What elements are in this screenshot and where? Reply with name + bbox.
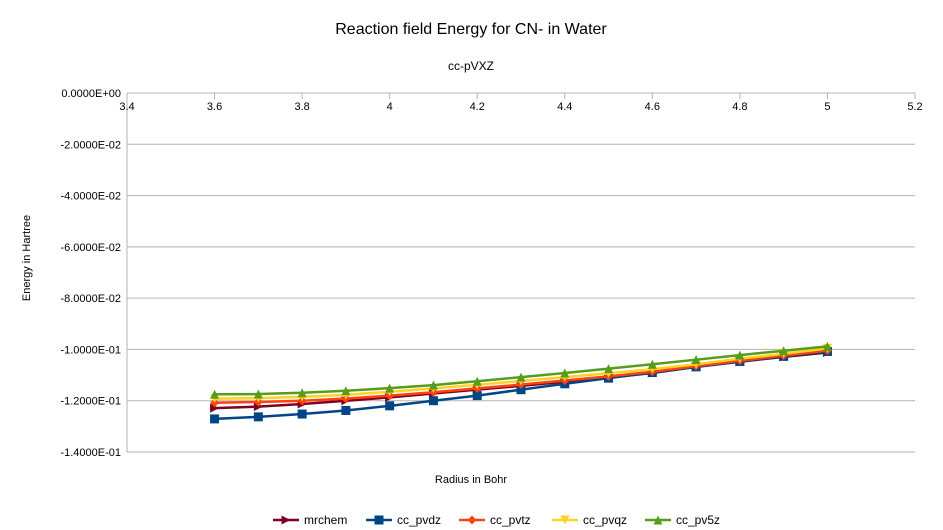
data-point (691, 355, 701, 365)
legend-label: cc_pvdz (397, 513, 441, 527)
y-tick-label: -1.2000E-01 (60, 396, 121, 408)
legend-item: mrchem (273, 513, 347, 527)
legend: mrchem cc_pvdz cc_pvtz cc_pvqz cc_pv5z (273, 513, 720, 527)
y-tick-label: -1.0000E-01 (60, 344, 121, 356)
x-tick-label: 3.4 (119, 101, 134, 113)
data-point (472, 391, 482, 401)
x-tick-label: 3.8 (294, 101, 309, 113)
plot-area (210, 341, 832, 424)
legend-item: cc_pvdz (366, 513, 441, 527)
legend-marker (281, 515, 291, 525)
y-tick-label: 0.0000E+00 (61, 88, 121, 100)
legend-label: cc_pv5z (676, 513, 720, 527)
data-point (297, 388, 307, 398)
y-tick-label: -2.0000E-02 (60, 139, 121, 151)
data-point (822, 341, 832, 351)
data-point (604, 364, 614, 374)
y-tick-label: -6.0000E-02 (60, 242, 121, 254)
y-tick-label: -8.0000E-02 (60, 293, 121, 305)
legend-item: cc_pvqz (552, 513, 627, 527)
legend-marker (467, 515, 477, 525)
data-point (516, 372, 526, 382)
x-tick-label: 3.6 (207, 101, 222, 113)
x-tick-label: 4.8 (732, 101, 747, 113)
data-point (472, 376, 482, 386)
legend-item: cc_pvtz (459, 513, 531, 527)
y-tick-label: -1.4000E-01 (60, 447, 121, 459)
data-point (297, 409, 307, 419)
data-point (428, 396, 438, 406)
data-point (341, 386, 351, 396)
legend-marker (653, 515, 663, 525)
series-cc_pv5z (210, 341, 832, 399)
legend-marker (560, 515, 570, 525)
x-tick-label: 5.2 (907, 101, 922, 113)
y-tick-labels: 0.0000E+00 -2.0000E-02 -4.0000E-02 -6.0000E… (60, 88, 121, 459)
chart-title: Reaction field Energy for CN- in Water (335, 21, 607, 38)
data-point (253, 389, 263, 399)
x-tick-labels: 3.4 3.6 3.8 4 4.2 4.4 4.6 4.8 5 5.2 (119, 101, 922, 113)
data-point (210, 414, 220, 424)
data-point (253, 402, 263, 412)
data-point (385, 383, 395, 393)
legend-label: mrchem (304, 513, 347, 527)
x-tick-label: 4.2 (470, 101, 485, 113)
x-tick-label: 4.4 (557, 101, 572, 113)
data-point (647, 359, 657, 369)
data-point (341, 405, 351, 415)
y-tick-label: -4.0000E-02 (60, 191, 121, 203)
data-point (253, 412, 263, 422)
data-point (210, 403, 220, 413)
data-point (385, 401, 395, 411)
y-axis-title: Energy in Hartree (21, 215, 33, 301)
x-tick-label: 4.6 (645, 101, 660, 113)
x-tick-label: 4 (387, 101, 393, 113)
legend-marker (374, 515, 384, 525)
chart-subtitle: cc-pVXZ (448, 59, 494, 73)
data-point (560, 368, 570, 378)
legend-item: cc_pv5z (645, 513, 720, 527)
legend-label: cc_pvtz (490, 513, 531, 527)
data-point (779, 346, 789, 356)
data-point (428, 380, 438, 390)
data-point (735, 350, 745, 360)
axes (126, 92, 916, 452)
data-point (516, 385, 526, 395)
legend-label: cc_pvqz (583, 513, 627, 527)
data-point (210, 389, 220, 399)
x-tick-label: 5 (824, 101, 830, 113)
x-axis-title: Radius in Bohr (435, 474, 507, 486)
